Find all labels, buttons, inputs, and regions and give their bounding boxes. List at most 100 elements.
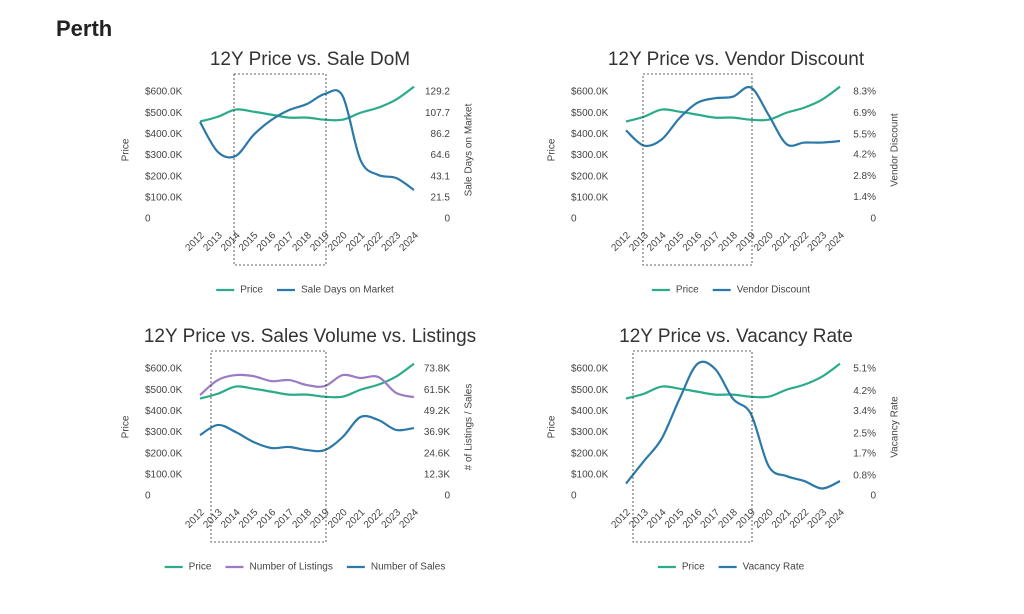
x-tick-label: 2019 [734,507,758,531]
chart-panel: 12Y Price vs. Sale DoM 0 $100.0K $200.0K $30… [121,49,475,296]
y-axis-title: Price [547,138,558,161]
y2-tick-label: 8.3% [853,87,876,98]
x-tick-label: 2020 [326,230,350,254]
y2-tick-label: 0 [870,491,876,502]
y2-tick-label: 2.5% [853,428,876,439]
y-tick-label: $300.0K [145,427,183,438]
x-tick-label: 2020 [752,230,776,254]
y2-tick-label: 129.2 [425,87,450,98]
y2-tick-label: 61.5K [424,385,450,396]
chart-title: 12Y Price vs. Sale DoM [210,49,410,70]
x-tick-label: 2024 [823,507,847,531]
legend: Price Vacancy Rate [657,562,805,573]
x-tick-label: 2016 [255,507,279,531]
y2-tick-label: 21.5 [431,193,451,204]
x-tick-label: 2014 [645,230,669,254]
x-tick-label: 2020 [326,507,350,531]
highlight-box [233,73,327,266]
y-tick-label: $500.0K [571,108,609,119]
x-tick-label: 2015 [663,230,687,254]
x-tick-label: 2012 [183,230,207,254]
y-tick-label: 0 [571,491,577,502]
legend-label: Price [240,285,263,296]
x-tick-label: 2019 [734,230,758,254]
x-tick-label: 2022 [788,507,812,531]
y2-tick-label: 5.1% [853,364,876,375]
x-tick-label: 2017 [273,230,297,254]
x-tick-label: 2022 [362,507,386,531]
x-tick-label: 2019 [308,507,332,531]
x-tick-label: 2022 [788,230,812,254]
y2-axis-title: # of Listings / Sales [464,384,475,471]
x-tick-label: 2016 [255,230,279,254]
y2-tick-label: 24.6K [424,448,450,459]
y-axis-title: Price [121,138,132,161]
chart-panel: 12Y Price vs. Sales Volume vs. Listings 0… [121,326,477,573]
x-tick-label: 2017 [699,507,723,531]
y-tick-label: $600.0K [145,364,183,375]
series-line [199,85,415,123]
highlight-box [210,350,327,543]
legend: Price Number of Listings Number of Sales [164,562,445,573]
y2-tick-label: 43.1 [431,171,451,182]
legend: Price Vendor Discount [651,285,810,296]
x-tick-label: 2021 [344,507,368,531]
x-tick-label: 2013 [201,507,225,531]
x-tick-label: 2019 [308,230,332,254]
x-tick-label: 2013 [201,230,225,254]
chart-panel: 12Y Price vs. Vendor Discount 0 $100.0K $20… [547,49,901,296]
y-tick-label: 0 [571,214,577,225]
series-line [199,89,415,191]
y-tick-label: $500.0K [145,108,183,119]
y-tick-label: $300.0K [571,150,609,161]
series-line [199,362,415,400]
y-tick-label: $100.0K [571,192,609,203]
y-tick-label: $300.0K [145,150,183,161]
series-line [625,360,841,490]
x-tick-label: 2024 [397,230,421,254]
y2-tick-label: 0 [444,491,450,502]
y2-tick-label: 36.9K [424,427,450,438]
x-tick-label: 2018 [290,230,314,254]
x-tick-label: 2012 [609,507,633,531]
y2-tick-label: 3.4% [853,406,876,417]
y-tick-label: $400.0K [571,129,609,140]
y-tick-label: $300.0K [571,427,609,438]
legend-label: Vacancy Rate [743,562,805,573]
legend-label: Price [682,562,705,573]
y2-tick-label: 4.2% [853,386,876,397]
y2-tick-label: 0 [870,214,876,225]
chart-title: 12Y Price vs. Vacancy Rate [619,326,853,347]
x-tick-label: 2023 [380,507,404,531]
y2-axis-title: Vacancy Rate [890,396,901,458]
y-tick-label: $100.0K [145,192,183,203]
y2-tick-label: 12.3K [424,469,450,480]
x-tick-label: 2014 [219,230,243,254]
x-tick-label: 2014 [219,507,243,531]
y-tick-label: $200.0K [571,448,609,459]
x-tick-label: 2022 [362,230,386,254]
y-tick-label: $400.0K [145,129,183,140]
y-tick-label: $200.0K [145,448,183,459]
y-tick-label: $500.0K [145,385,183,396]
y2-tick-label: 0.8% [853,471,876,482]
y-axis-title: Price [121,415,132,438]
series-line [199,373,415,399]
chart-title: 12Y Price vs. Sales Volume vs. Listings [144,326,476,347]
y-tick-label: $600.0K [571,87,609,98]
x-tick-label: 2014 [645,507,669,531]
y-tick-label: $200.0K [571,171,609,182]
y2-tick-label: 2.8% [853,171,876,182]
y2-tick-label: 107.7 [425,108,450,119]
x-tick-label: 2015 [237,230,261,254]
x-tick-label: 2021 [344,230,368,254]
y2-tick-label: 0 [444,214,450,225]
x-tick-label: 2013 [627,507,651,531]
highlight-box [642,73,753,266]
y-tick-label: $100.0K [571,469,609,480]
chart-panel: 12Y Price vs. Vacancy Rate 0 $100.0K $200.0… [547,326,901,573]
x-tick-label: 2018 [716,230,740,254]
page-title: Perth [56,16,112,41]
x-tick-label: 2018 [716,507,740,531]
